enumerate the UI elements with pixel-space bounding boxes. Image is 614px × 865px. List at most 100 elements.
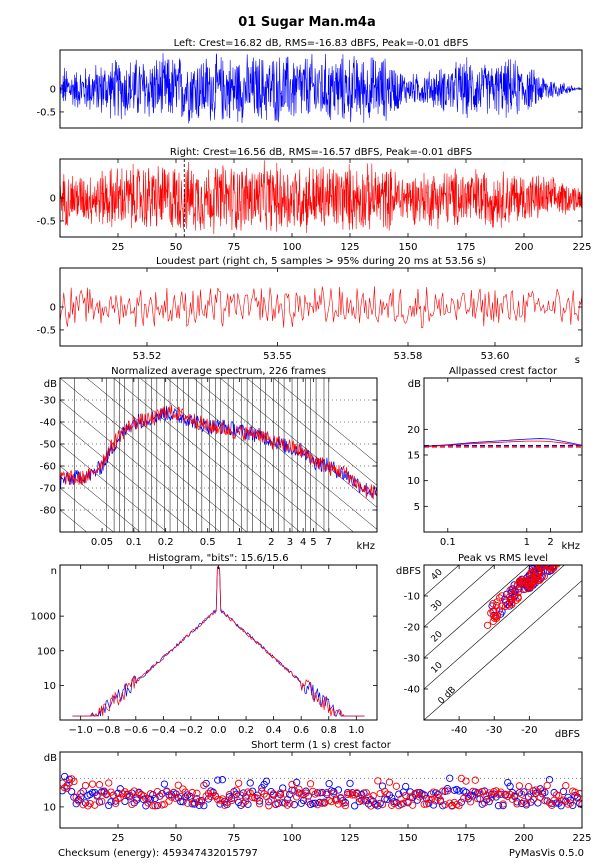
y-tick-label: 15 — [407, 451, 420, 462]
short-term-point — [390, 799, 398, 808]
slope-line — [60, 465, 141, 532]
short-term-point — [232, 790, 240, 798]
short-term-point — [311, 790, 319, 798]
peak-rms-point — [525, 582, 533, 590]
histogram-line-0 — [72, 566, 365, 717]
plot-area — [60, 378, 377, 532]
y-tick-label: 20 — [407, 425, 420, 436]
short-term-point — [160, 780, 169, 788]
short-term-point — [262, 777, 271, 785]
y-tick-label: 10 — [407, 476, 420, 487]
short-term-point — [146, 795, 155, 803]
x-tick-label: 0.6 — [293, 725, 309, 736]
panel-short_term: Short term (1 s) crest factor 10 25 50 75 100… — [43, 740, 591, 844]
short-term-point — [132, 796, 141, 804]
short-term-point — [441, 801, 449, 809]
peak-rms-point — [519, 575, 527, 584]
short-term-point — [116, 794, 124, 802]
short-term-point — [149, 801, 157, 810]
short-term-point — [276, 789, 285, 797]
figure-title: 01 Sugar Man.m4a — [238, 15, 376, 30]
x-tick-label: 0.2 — [238, 725, 254, 736]
short-term-point — [72, 793, 80, 801]
peak-rms-point — [514, 594, 522, 602]
peak-rms-point — [552, 554, 558, 560]
peak-rms-point — [559, 553, 565, 559]
peak-rms-point — [511, 587, 520, 595]
peak-rms-point — [554, 565, 561, 567]
slope-line — [60, 421, 194, 532]
peak-rms-point — [554, 556, 560, 562]
plot-area — [72, 566, 365, 717]
crest-diagonal — [424, 565, 495, 628]
short-term-point — [281, 790, 289, 798]
short-term-point — [237, 801, 245, 809]
panel-border — [59, 49, 583, 129]
x-tick-label: 175 — [456, 242, 475, 253]
short-term-point — [98, 797, 106, 806]
short-term-point — [385, 778, 394, 786]
short-term-point — [100, 788, 108, 797]
peak-rms-point — [498, 602, 506, 610]
short-term-point — [350, 791, 359, 799]
peak-rms-point — [558, 554, 564, 560]
short-term-point — [376, 789, 384, 798]
short-term-point — [88, 780, 97, 788]
peak-rms-point — [559, 552, 565, 558]
short-term-point — [200, 781, 208, 790]
y-tick-label: 0 — [50, 194, 56, 205]
short-term-point — [142, 795, 150, 803]
peak-rms-point — [555, 550, 561, 556]
short-term-point — [181, 788, 189, 796]
y-tick-label: -30 — [404, 654, 420, 665]
peak-rms-point — [528, 581, 536, 590]
short-term-point — [81, 781, 90, 790]
short-term-point — [91, 788, 99, 797]
short-term-point — [218, 776, 227, 784]
peak-rms-point — [553, 545, 559, 551]
version-label: PyMasVis 0.5.0 — [509, 848, 584, 859]
x-tick-label: 1 — [236, 537, 242, 548]
peak-rms-point — [560, 553, 566, 559]
short-term-point — [499, 800, 507, 808]
peak-rms-point — [547, 550, 553, 556]
x-tick-label: 225 — [572, 833, 591, 844]
panel-title: Allpassed crest factor — [449, 366, 558, 377]
peak-rms-point — [533, 576, 542, 585]
short-term-point — [121, 797, 129, 806]
short-term-point — [374, 777, 382, 785]
short-term-point — [174, 781, 182, 789]
y-unit-label: n — [51, 566, 57, 577]
short-term-point — [453, 785, 461, 794]
y-tick-label: 0 — [50, 303, 56, 314]
short-term-point — [153, 787, 162, 796]
short-term-point — [193, 789, 201, 797]
short-term-point — [462, 777, 470, 785]
panel-title: Loudest part (right ch, 5 samples > 95% … — [156, 256, 486, 267]
short-term-point — [239, 789, 247, 797]
x-tick-label: 0.05 — [91, 537, 113, 548]
short-term-point — [357, 791, 366, 799]
short-term-point — [86, 790, 94, 799]
short-term-point — [520, 788, 528, 796]
x-tick-label: −0.8 — [96, 725, 120, 736]
short-term-point — [107, 798, 115, 806]
short-term-point — [202, 779, 210, 788]
crest-diagonal — [424, 565, 530, 659]
peak-rms-point — [493, 598, 501, 606]
short-term-point — [543, 781, 551, 790]
y-tick-label: -0.5 — [36, 216, 56, 227]
x-tick-label: -20 — [521, 725, 537, 736]
short-term-point — [406, 793, 414, 801]
peak-rms-point — [560, 556, 566, 562]
short-term-point — [311, 799, 319, 807]
short-term-point — [272, 800, 280, 809]
short-term-point — [573, 794, 582, 802]
peak-rms-point — [553, 558, 559, 564]
peak-rms-point — [548, 549, 554, 555]
x-tick-label: 0.0 — [211, 725, 227, 736]
diagonal-label: 10 — [430, 660, 445, 675]
short-term-point — [91, 801, 99, 809]
short-term-point — [181, 793, 189, 801]
peak-rms-point — [550, 556, 556, 562]
